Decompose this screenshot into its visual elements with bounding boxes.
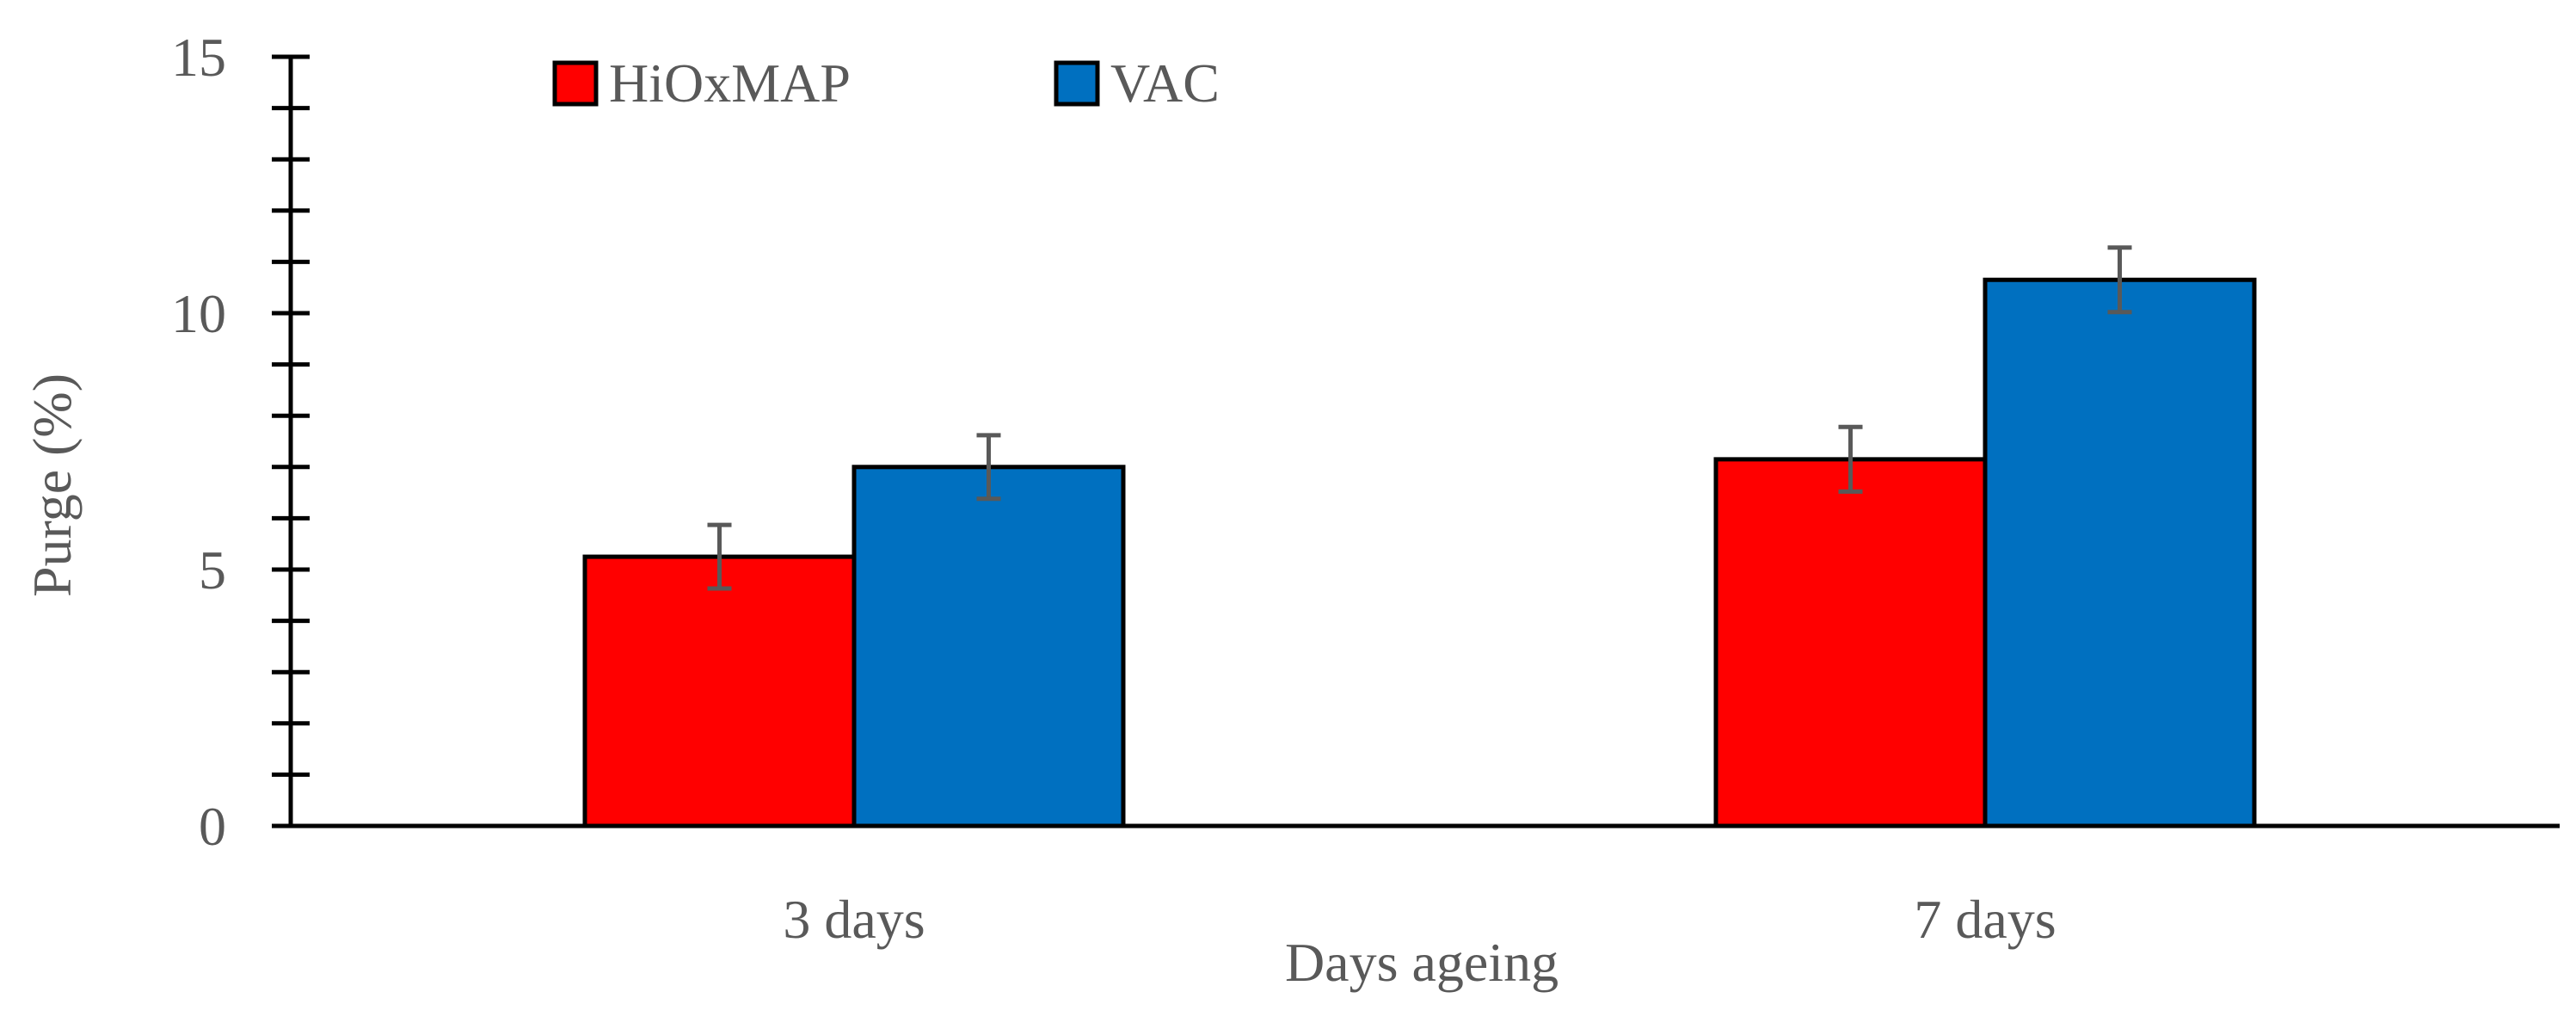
x-tick-labels-group: 3 days 7 days [783,889,2056,950]
y-tick-label-10: 10 [171,283,226,344]
x-tick-label-3-days: 3 days [783,889,925,950]
x-tick-label-7-days: 7 days [1914,889,2056,950]
y-tick-label-0: 0 [199,796,226,857]
legend-swatch-hioxmap [552,60,599,107]
x-axis-title: Days ageing [1285,932,1559,993]
legend-label-vac: VAC [1110,52,1220,114]
bar-vac-3-days [851,465,1126,829]
y-tick-label-5: 5 [199,539,226,601]
bar-hioxmap-3-days [582,554,857,829]
y-tick-label-15: 15 [171,27,226,88]
y-ticks-group [272,54,310,829]
axes-group [288,57,2560,829]
legend-label-hioxmap: HiOxMAP [609,52,851,114]
bar-hioxmap-7-days [1713,457,1988,829]
bar-vac-7-days [1983,277,2257,829]
y-axis-title: Purge (%) [22,373,83,597]
error-bars-group [707,245,2132,591]
bars-group [582,277,2257,829]
legend: HiOxMAP VAC [552,52,1220,114]
y-tick-labels-group: 0 5 10 15 [171,27,226,857]
legend-swatch-vac [1054,60,1100,107]
